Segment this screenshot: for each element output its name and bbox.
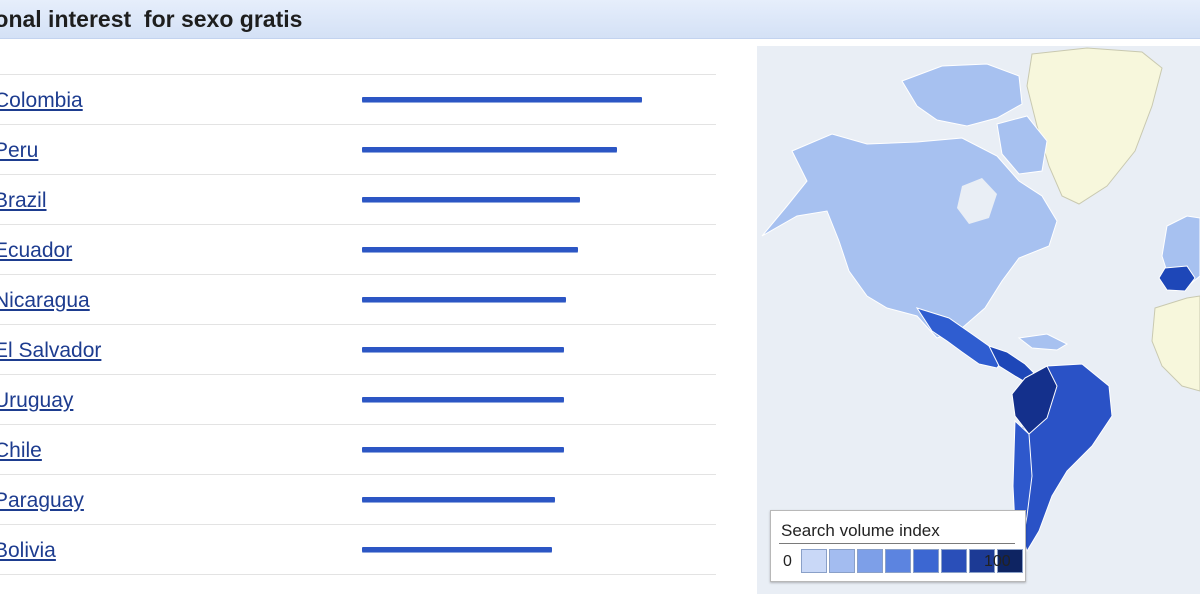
list-item: Paraguay (0, 474, 716, 524)
region-bar (362, 347, 564, 352)
legend-swatch (997, 549, 1023, 573)
region-link[interactable]: Colombia (0, 89, 83, 112)
map-region-mexico[interactable] (915, 307, 1006, 369)
legend-title: Search volume index (781, 521, 940, 540)
list-item: Colombia (0, 74, 716, 124)
region-link[interactable]: Ecuador (0, 239, 73, 262)
legend-swatch (885, 549, 911, 573)
list-item: Bolivia (0, 524, 716, 575)
legend-divider (779, 543, 1015, 544)
legend-swatch (913, 549, 939, 573)
map-region-arctic-islands[interactable] (901, 63, 1023, 127)
region-link[interactable]: Chile (0, 439, 42, 462)
list-item: Chile (0, 424, 716, 474)
region-bar (362, 497, 556, 502)
region-bar (362, 97, 642, 102)
list-item: Uruguay (0, 374, 716, 424)
legend-swatch (969, 549, 995, 573)
region-link[interactable]: Uruguay (0, 389, 74, 412)
region-bar (362, 547, 553, 552)
list-item: El Salvador (0, 324, 716, 374)
map-region-hudson-bay (957, 178, 997, 224)
map-svg (761, 47, 1200, 553)
page-title: ional interest for sexo gratis (0, 6, 303, 32)
list-item: Peru (0, 124, 716, 174)
region-bar (362, 397, 564, 402)
region-link[interactable]: Nicaragua (0, 289, 90, 312)
legend-scale (801, 549, 1025, 573)
map-region-caribbean[interactable] (1017, 333, 1069, 351)
region-link[interactable]: Peru (0, 139, 39, 162)
region-list: Colombia Peru Brazil Ecuador Nicaragua E… (0, 74, 716, 575)
region-bar (362, 297, 567, 302)
header-bar: ional interest for sexo gratis (0, 0, 1200, 39)
map-region-africa[interactable] (1151, 295, 1200, 392)
map-legend: Search volume index 0 100 (770, 510, 1026, 582)
region-link[interactable]: El Salvador (0, 339, 102, 362)
list-item: Brazil (0, 174, 716, 224)
legend-swatch (857, 549, 883, 573)
region-link[interactable]: Paraguay (0, 489, 84, 512)
map-region-greenland[interactable] (1026, 47, 1163, 205)
legend-swatch (941, 549, 967, 573)
world-map[interactable] (757, 46, 1200, 594)
map-region-spain[interactable] (1158, 265, 1196, 292)
region-link[interactable]: Bolivia (0, 539, 56, 562)
region-bar (362, 247, 578, 252)
legend-min-label: 0 (783, 553, 792, 570)
legend-max-label: 100 (984, 553, 1011, 570)
region-bar (362, 147, 617, 152)
map-region-baffin[interactable] (996, 115, 1048, 175)
list-item: Nicaragua (0, 274, 716, 324)
map-region-south-america-west[interactable] (1011, 365, 1058, 435)
legend-swatch (801, 549, 827, 573)
region-link[interactable]: Brazil (0, 189, 47, 212)
list-item: Ecuador (0, 224, 716, 274)
region-bar (362, 447, 564, 452)
region-bar (362, 197, 581, 202)
legend-swatch (829, 549, 855, 573)
